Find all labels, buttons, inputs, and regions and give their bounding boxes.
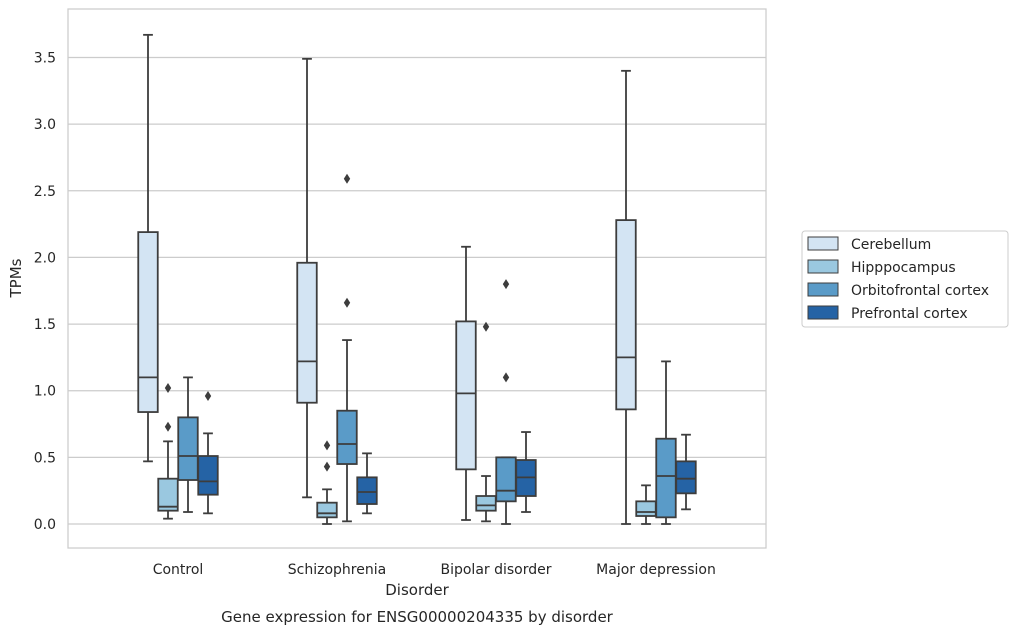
outlier-point — [323, 461, 331, 472]
tick-layer: 0.0 0.5 1.0 1.5 2.0 2.5 3.0 3.5 Control Schizophr… — [34, 51, 716, 579]
y-tick-label: 3.0 — [34, 117, 56, 133]
outlier-point — [502, 372, 510, 383]
legend-swatch — [807, 305, 839, 320]
x-axis-title: Disorder — [385, 581, 449, 599]
box-group — [177, 376, 199, 513]
box-group — [137, 33, 159, 463]
x-tick-label: Bipolar disorder — [440, 562, 551, 578]
box-iqr — [495, 456, 517, 503]
box-iqr — [316, 501, 338, 519]
box-iqr — [336, 409, 358, 465]
box-iqr — [356, 476, 378, 505]
legend-label: Prefrontal cortex — [851, 306, 968, 322]
legend-swatch — [807, 236, 839, 251]
box-group — [296, 57, 318, 499]
box-group — [655, 360, 677, 525]
plot-frame — [67, 8, 767, 549]
box-iqr — [655, 437, 677, 519]
legend-frame — [801, 230, 1009, 328]
box-group — [336, 173, 358, 523]
chart-caption: Gene expression for ENSG00000204335 by d… — [221, 608, 614, 626]
legend: Cerebellum Hipppocampus Orbitofrontal cort… — [801, 230, 1009, 328]
box-iqr — [296, 261, 318, 404]
box-layer — [137, 33, 697, 525]
outlier-point — [204, 391, 212, 402]
outlier-point — [482, 321, 490, 332]
outlier-point — [164, 383, 172, 394]
box-iqr — [675, 460, 697, 495]
y-tick-label: 3.5 — [34, 51, 56, 67]
legend-label: Hipppocampus — [851, 260, 956, 276]
box-iqr — [137, 231, 159, 413]
y-tick-label: 0.0 — [34, 517, 56, 533]
legend-label: Cerebellum — [851, 237, 931, 253]
x-tick-label: Schizophrenia — [288, 562, 386, 578]
x-tick-label: Control — [153, 562, 204, 578]
box-iqr — [635, 500, 657, 517]
box-group — [615, 69, 637, 525]
y-tick-label: 1.0 — [34, 384, 56, 400]
legend-swatch — [807, 282, 839, 297]
box-iqr — [615, 219, 637, 411]
legend-items: Cerebellum Hipppocampus Orbitofrontal cort… — [807, 236, 989, 322]
outlier-point — [502, 279, 510, 290]
box-iqr — [197, 455, 219, 496]
box-group — [675, 433, 697, 511]
legend-label: Orbitofrontal cortex — [851, 283, 989, 299]
box-iqr — [475, 495, 497, 512]
box-group — [495, 279, 517, 525]
box-iqr — [455, 320, 477, 471]
box-group — [635, 484, 657, 525]
box-iqr — [177, 416, 199, 481]
box-group — [515, 431, 537, 513]
x-tick-label: Major depression — [596, 562, 716, 578]
y-tick-label: 2.0 — [34, 250, 56, 266]
y-axis-title: TPMs — [7, 258, 25, 298]
box-group — [455, 245, 477, 521]
legend-swatch — [807, 259, 839, 274]
box-group — [475, 321, 497, 523]
y-tick-label: 2.5 — [34, 184, 56, 200]
y-tick-label: 1.5 — [34, 317, 56, 333]
outlier-point — [343, 297, 351, 308]
box-group — [356, 452, 378, 515]
outlier-point — [323, 440, 331, 451]
box-group — [197, 391, 219, 515]
box-group — [157, 383, 179, 520]
outlier-point — [164, 421, 172, 432]
y-tick-label: 0.5 — [34, 450, 56, 466]
box-iqr — [157, 477, 179, 512]
outlier-point — [343, 173, 351, 184]
box-group — [316, 440, 338, 525]
